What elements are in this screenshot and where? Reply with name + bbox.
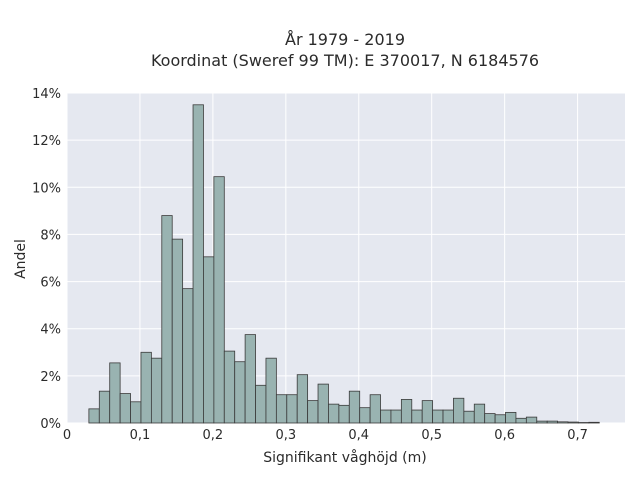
y-tick-label: 14% [32,87,61,102]
histogram-bar [318,384,328,423]
histogram-bar [276,395,286,423]
x-tick-label: 0,3 [275,428,296,443]
histogram-bar [485,414,495,423]
histogram-bar [141,352,151,423]
histogram-bar [328,404,338,423]
x-tick-label: 0 [63,428,71,443]
histogram-bar [89,409,99,423]
y-tick-label: 12% [32,134,61,149]
x-axis-label: Signifikant våghöjd (m) [263,449,426,466]
y-tick-label: 0% [40,417,61,432]
y-tick-label: 4% [40,323,61,338]
histogram-bar [391,410,401,423]
histogram-bar [214,177,224,423]
histogram-bar [506,412,516,423]
y-tick-label: 8% [40,228,61,243]
x-tick-label: 0,7 [567,428,588,443]
histogram-bar [589,422,599,423]
histogram-bar [151,358,161,423]
histogram-bar [516,418,526,423]
histogram-bar [495,415,505,423]
histogram-bar [183,289,193,423]
y-axis-label: Andel [13,239,29,279]
histogram-bar [568,422,578,423]
histogram-bar [433,410,443,423]
histogram-bar [370,395,380,423]
histogram-bar [224,351,234,423]
histogram-bar [537,421,547,423]
chart-title: År 1979 - 2019 [285,30,405,49]
histogram-bar [266,358,276,423]
histogram-bar [256,385,266,423]
x-tick-label: 0,2 [203,428,224,443]
histogram-bar [287,395,297,423]
y-tick-label: 10% [32,181,61,196]
histogram-bar [339,405,349,423]
histogram-bar [110,363,120,423]
histogram-bar [193,105,203,423]
histogram-bar [99,391,109,423]
x-tick-label: 0,6 [494,428,515,443]
chart-subtitle: Koordinat (Sweref 99 TM): E 370017, N 61… [151,51,539,70]
x-tick-label: 0,5 [421,428,442,443]
histogram-bar [443,410,453,423]
histogram-bar [526,417,536,423]
histogram-bar [297,375,307,423]
histogram-bar [120,394,130,423]
histogram-bar [131,402,141,423]
histogram-bar [422,401,432,423]
histogram-bar [412,410,422,423]
histogram-bar [464,411,474,423]
x-tick-label: 0,4 [348,428,369,443]
y-axis-ticks: 0% 2% 4% 6% 8% 10% 12% 14% [32,87,61,432]
histogram-bar [349,391,359,423]
histogram-bar [360,408,370,423]
histogram-bar [203,257,213,423]
histogram-bar [308,401,318,423]
x-axis-ticks: 0 0,1 0,2 0,3 0,4 0,5 0,6 0,7 [63,428,588,443]
histogram-bar [235,362,245,423]
histogram-bar [547,421,557,423]
histogram-bar [453,398,463,423]
x-tick-label: 0,1 [130,428,151,443]
histogram-bar [558,422,568,423]
histogram-bar [172,239,182,423]
histogram-bar [245,335,255,423]
y-tick-label: 6% [40,276,61,291]
histogram-bar [401,399,411,423]
histogram-bar [474,404,484,423]
histogram-bar [381,410,391,423]
y-tick-label: 2% [40,370,61,385]
histogram-bar [162,216,172,423]
